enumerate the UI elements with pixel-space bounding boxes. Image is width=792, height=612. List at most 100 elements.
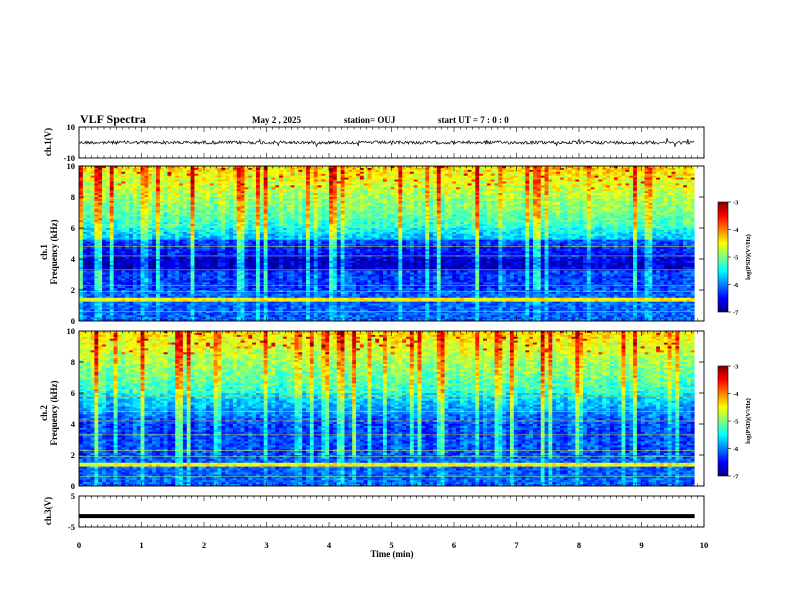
spectrogram-cell [629, 213, 633, 215]
spectrogram-cell [429, 191, 433, 193]
spectrogram-cell [545, 195, 549, 197]
spectrogram-cell [679, 193, 683, 195]
spectrogram-cell [545, 207, 549, 209]
spectrogram-cell [148, 191, 152, 193]
spectrogram-cell [414, 201, 418, 203]
spectrogram-cell [568, 187, 572, 189]
spectrogram-cell [164, 193, 168, 195]
spectrogram-cell [129, 178, 133, 180]
spectrogram-cell [471, 207, 475, 209]
spectrogram-cell [91, 213, 95, 215]
spectrogram-cell [441, 203, 445, 205]
spectrogram-cell [529, 185, 533, 187]
spectrogram-cell [341, 191, 345, 193]
spectrogram-cell [268, 199, 272, 201]
spectrogram-cell [452, 203, 456, 205]
spectrogram-cell [433, 201, 437, 203]
spectrogram-cell [321, 205, 325, 207]
spectrogram-cell [83, 172, 87, 174]
spectrogram-cell [579, 189, 583, 191]
spectrogram-cell [641, 216, 645, 218]
spectrogram-cell [175, 180, 179, 182]
spectrogram-cell [160, 213, 164, 215]
spectrogram-cell [106, 216, 110, 218]
spectrogram-cell [175, 172, 179, 174]
spectrogram-cell [456, 193, 460, 195]
spectrogram-cell [421, 187, 425, 189]
spectrogram-cell [160, 205, 164, 207]
spectrogram-cell [94, 201, 98, 203]
spectrogram-cell [329, 218, 333, 220]
spectrogram-cell [275, 183, 279, 185]
spectrogram-cell [271, 207, 275, 209]
spectrogram-cell [206, 205, 210, 207]
spectrogram-cell [514, 168, 518, 170]
spectrogram-cell [514, 180, 518, 182]
spectrogram-cell [645, 170, 649, 172]
spectrogram-cell [406, 211, 410, 213]
spectrogram-cell [468, 209, 472, 211]
spectrogram-cell [271, 197, 275, 199]
spectrogram-cell [144, 174, 148, 176]
spectrogram-cell [302, 185, 306, 187]
spectrogram-cell [156, 209, 160, 211]
spectrogram-cell [414, 213, 418, 215]
spectrogram-cell [672, 168, 676, 170]
spectrogram-cell [298, 170, 302, 172]
spectrogram-cell [202, 174, 206, 176]
spectrogram-cell [129, 201, 133, 203]
spectrogram-cell [214, 180, 218, 182]
spectrogram-cell [256, 211, 260, 213]
spectrogram-cell [375, 174, 379, 176]
spectrogram-cell [391, 189, 395, 191]
spectrogram-cell [398, 178, 402, 180]
spectrogram-cell [618, 193, 622, 195]
spectrogram-cell [375, 213, 379, 215]
spectrogram-cell [645, 197, 649, 199]
spectrogram-cell [572, 182, 576, 184]
spectrogram-cell [518, 168, 522, 170]
spectrogram-cell [606, 195, 610, 197]
spectrogram-cell [218, 205, 222, 207]
spectrogram-cell [637, 205, 641, 207]
spectrogram-cell [622, 176, 626, 178]
spectrogram-cell [206, 216, 210, 218]
spectrogram-cell [687, 201, 691, 203]
spectrogram-cell [87, 182, 91, 184]
spectrogram-cell [406, 205, 410, 207]
spectrogram-cell [475, 197, 479, 199]
spectrogram-cell [318, 195, 322, 197]
spectrogram-cell [548, 170, 552, 172]
spectrogram-cell [210, 214, 214, 216]
spectrogram-cell [325, 189, 329, 191]
spectrogram-cell [498, 193, 502, 195]
spectrogram-cell [425, 193, 429, 195]
spectrogram-cell [537, 172, 541, 174]
spectrogram-cell [452, 213, 456, 215]
spectrogram-cell [364, 216, 368, 218]
spectrogram-cell [433, 187, 437, 189]
spectrogram-cell [79, 183, 83, 185]
spectrogram-cell [302, 214, 306, 216]
spectrogram-cell [294, 199, 298, 201]
spectrogram-cell [333, 180, 337, 182]
spectrogram-cell [398, 205, 402, 207]
spectrogram-cell [672, 197, 676, 199]
spectrogram-cell [510, 214, 514, 216]
spectrogram-cell [160, 187, 164, 189]
spectrogram-cell [648, 183, 652, 185]
spectrogram-cell [375, 193, 379, 195]
spectrogram-cell [460, 178, 464, 180]
spectrogram-cell [618, 183, 622, 185]
spectrogram-cell [579, 170, 583, 172]
spectrogram-cell [618, 209, 622, 211]
spectrogram-cell [521, 213, 525, 215]
spectrogram-cell [395, 191, 399, 193]
spectrogram-cell [202, 183, 206, 185]
spectrogram-cell [241, 199, 245, 201]
spectrogram-cell [318, 209, 322, 211]
spectrogram-cell [595, 187, 599, 189]
spectrogram-cell [102, 191, 106, 193]
spectrogram-cell [625, 207, 629, 209]
spectrogram-cell [518, 182, 522, 184]
